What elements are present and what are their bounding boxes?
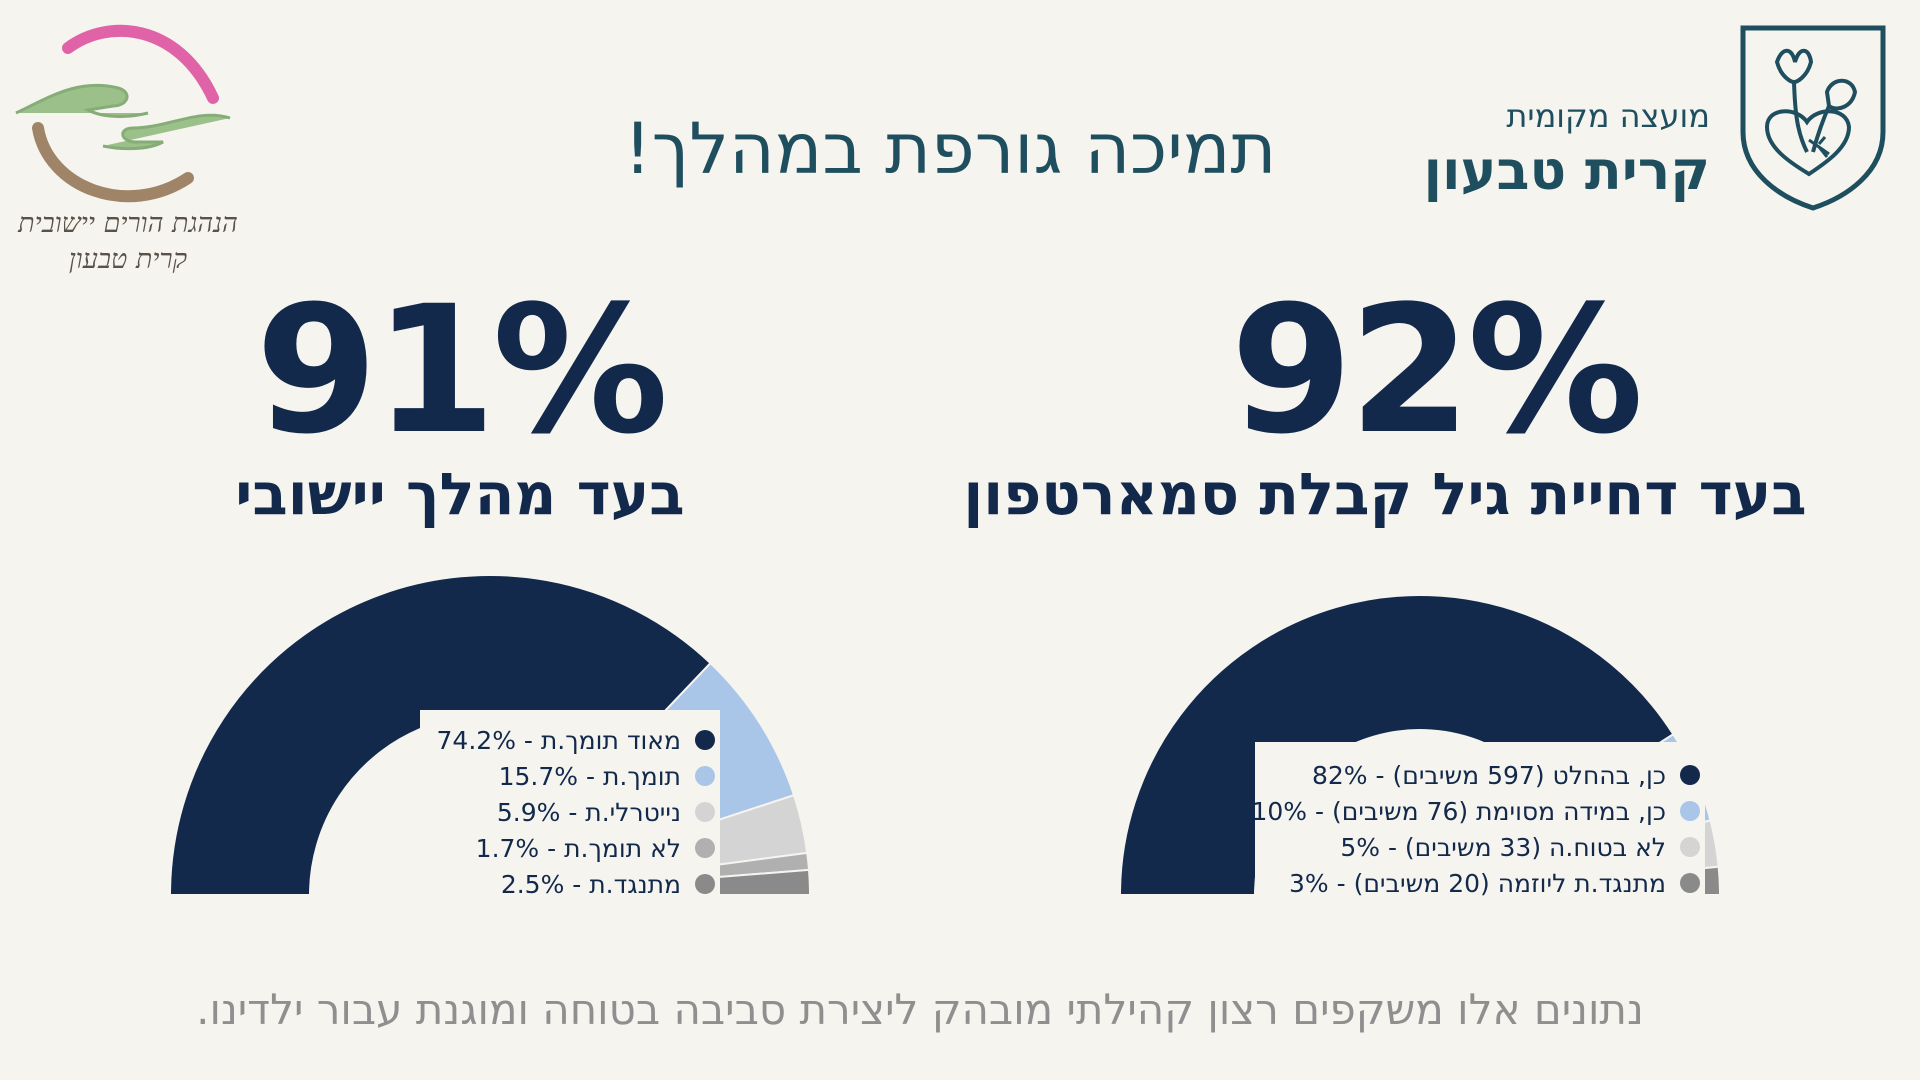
brand-subtitle: מועצה מקומית bbox=[1506, 97, 1710, 135]
left-half-donut-chart bbox=[168, 574, 812, 896]
chart1-legend-label-3: מתנגד.ת ליוזמה (20 משיבים) - 3% bbox=[1289, 868, 1666, 898]
left-stat-label: בעד מהלך יישובי bbox=[235, 460, 685, 528]
chart1-legend-item-2: לא בטוח.ה (33 משיבים) - 5% bbox=[1255, 829, 1700, 865]
chart0-legend-label-4: מתנגד.ת - 2.5% bbox=[500, 869, 681, 899]
chart0-legend-swatch-3 bbox=[695, 838, 715, 858]
chart0-legend-backdrop bbox=[420, 710, 720, 896]
chart0-legend-swatch-0 bbox=[695, 730, 715, 750]
chart1-legend-swatch-2 bbox=[1680, 837, 1700, 857]
chart0-legend-swatch-2 bbox=[695, 802, 715, 822]
right-half-donut-chart bbox=[1118, 594, 1722, 896]
chart1-legend-swatch-0 bbox=[1680, 765, 1700, 785]
chart0-legend-item-3: לא תומך.ת - 1.7% bbox=[425, 830, 715, 866]
left-logo-line2: קרית טבעון bbox=[68, 244, 188, 275]
chart1-legend-swatch-3 bbox=[1680, 873, 1700, 893]
chart0-legend-label-2: נייטרלי.ת - 5.9% bbox=[496, 797, 681, 827]
shield-flower-logo-icon bbox=[1740, 25, 1886, 211]
left-logo-line1: הנהגת הורים יישובית bbox=[18, 208, 238, 239]
chart1-legend-item-0: כן, בהחלט (597 משיבים) - 82% bbox=[1255, 757, 1700, 793]
chart0-slice-0 bbox=[168, 574, 712, 896]
chart0-legend-swatch-4 bbox=[695, 874, 715, 894]
chart1-legend-backdrop bbox=[1255, 742, 1705, 896]
chart0-legend-item-0: מאוד תומך.ת - 74.2% bbox=[425, 722, 715, 758]
chart1-legend-label-0: כן, בהחלט (597 משיבים) - 82% bbox=[1312, 760, 1666, 790]
two-hands-logo-icon bbox=[15, 24, 231, 203]
left-chart-legend: מאוד תומך.ת - 74.2% תומך.ת - 15.7% נייטרלי… bbox=[425, 722, 715, 902]
right-stat-value: 92% bbox=[1230, 268, 1643, 473]
parents-council-logo: הנהגת הורים יישובית קרית טבעון bbox=[8, 18, 238, 278]
chart0-legend-label-1: תומך.ת - 15.7% bbox=[498, 761, 681, 791]
chart1-legend-item-3: מתנגד.ת ליוזמה (20 משיבים) - 3% bbox=[1255, 865, 1700, 901]
right-chart-legend: כן, בהחלט (597 משיבים) - 82% כן, במידה מס… bbox=[1251, 757, 1700, 901]
left-stat-value: 91% bbox=[255, 268, 668, 473]
chart1-legend-label-2: לא בטוח.ה (33 משיבים) - 5% bbox=[1340, 832, 1666, 862]
chart0-legend-swatch-1 bbox=[695, 766, 715, 786]
municipality-brand: מועצה מקומית קרית טבעון bbox=[1380, 96, 1710, 206]
chart1-legend-item-1: כן, במידה מסוימת (76 משיבים) - 10% bbox=[1251, 793, 1700, 829]
chart0-legend-item-2: נייטרלי.ת - 5.9% bbox=[425, 794, 715, 830]
chart0-legend-label-0: מאוד תומך.ת - 74.2% bbox=[436, 725, 681, 755]
chart1-legend-label-1: כן, במידה מסוימת (76 משיבים) - 10% bbox=[1251, 796, 1666, 826]
footer-note: נתונים אלו משקפים רצון קהילתי מובהק ליצי… bbox=[196, 985, 1644, 1034]
page-title: תמיכה גורפת במהלך! bbox=[623, 108, 1277, 190]
chart0-legend-item-4: מתנגד.ת - 2.5% bbox=[425, 866, 715, 902]
chart0-legend-item-1: תומך.ת - 15.7% bbox=[425, 758, 715, 794]
chart0-legend-label-3: לא תומך.ת - 1.7% bbox=[475, 833, 681, 863]
chart1-legend-swatch-1 bbox=[1680, 801, 1700, 821]
right-stat-label: בעד דחיית גיל קבלת סמארטפון bbox=[963, 460, 1807, 528]
brand-name: קרית טבעון bbox=[1423, 139, 1710, 202]
